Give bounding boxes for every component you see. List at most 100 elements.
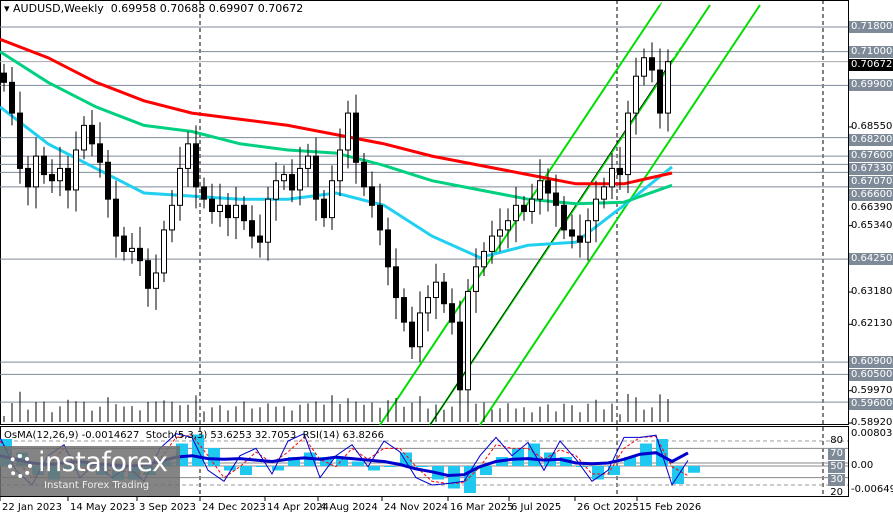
open-value: 0.69958 <box>110 2 157 15</box>
candle-body <box>145 260 151 289</box>
price-level-label: 0.66600 <box>849 189 893 202</box>
candle-body <box>353 112 359 163</box>
date-tick-label: 24 Dec 2023 <box>202 502 266 513</box>
candle-body <box>393 266 399 299</box>
candle-body <box>97 143 103 163</box>
price-level-label: 0.60500 <box>849 369 893 382</box>
indicator-level-label: 80 <box>830 435 843 447</box>
candle-body <box>337 149 343 182</box>
candle-body <box>417 312 423 348</box>
candle-body <box>585 220 591 243</box>
candle-body <box>233 204 239 219</box>
osma-bar <box>416 466 428 467</box>
osma-bar <box>224 466 236 471</box>
indicator-level-label: 20 <box>830 487 843 499</box>
regression-extension-line <box>671 19 701 61</box>
osma-bar <box>336 457 348 466</box>
osma-bar <box>240 466 252 475</box>
price-level-label: 0.68200 <box>849 133 893 146</box>
candle-body <box>9 81 15 114</box>
candle-body <box>265 198 271 243</box>
candle-body <box>529 198 535 212</box>
candle-body <box>441 281 447 305</box>
candle-body <box>185 143 191 169</box>
date-tick-label: 16 Mar 2025 <box>450 502 514 513</box>
osma-bar <box>576 466 588 467</box>
ma-fast-line <box>0 105 673 260</box>
date-tick-label: 22 Jan 2023 <box>2 502 62 513</box>
candle-body <box>345 112 351 151</box>
logo-gear-icon <box>8 454 32 478</box>
osma-bar <box>592 466 604 480</box>
stoch-label: Stoch(5,3,3) 53.6253 32.7053 <box>145 430 297 441</box>
price-level-label: 0.67070 <box>849 176 893 189</box>
close-value: 0.70672 <box>257 2 304 15</box>
price-level-label: 0.60900 <box>849 356 893 369</box>
candle-body <box>401 297 407 323</box>
candle-body <box>513 204 519 222</box>
date-tick-label: 14 May 2023 <box>70 502 136 513</box>
price-tick-label: 0.58920 <box>851 417 893 428</box>
date-tick-label: 15 Feb 2026 <box>639 502 702 513</box>
osma-bar <box>368 466 380 471</box>
candle-body <box>121 235 127 252</box>
candle-body <box>281 174 287 182</box>
candle-body <box>665 61 671 114</box>
price-level-label: 0.67600 <box>849 150 893 163</box>
main-pane-frame <box>0 0 849 425</box>
osma-bar <box>272 466 284 471</box>
candle-body <box>641 57 647 77</box>
candle-body <box>161 229 167 274</box>
osma-bar <box>480 466 492 475</box>
price-level-label: 0.64250 <box>849 253 893 266</box>
candle-body <box>201 186 207 200</box>
candle-body <box>153 272 159 289</box>
candle-body <box>577 235 583 243</box>
indicator-max-label: 0.0080333 <box>851 428 893 439</box>
price-level-label: 0.71800 <box>849 21 893 33</box>
candle-body <box>305 155 311 169</box>
current-price-label: 0.70672 <box>849 58 893 71</box>
candle-body <box>545 180 551 194</box>
symbol-label: AUDUSD,Weekly <box>13 2 104 15</box>
ma-slow-line <box>0 37 673 186</box>
candle-body <box>1 72 7 83</box>
date-tick-label: 14 Apr 2024 <box>267 502 329 513</box>
candle-body <box>385 229 391 268</box>
osma-bar <box>688 466 700 473</box>
price-tick-label: 0.62130 <box>851 318 893 330</box>
low-value: 0.69907 <box>208 2 255 15</box>
high-value: 0.70683 <box>159 2 206 15</box>
osma-bar <box>512 448 524 466</box>
chart-title: ▾ AUDUSD,Weekly 0.69958 0.70683 0.69907 … <box>4 2 304 15</box>
candle-body <box>657 69 663 114</box>
osma-bar <box>208 448 220 466</box>
candle-body <box>257 235 263 243</box>
candle-body <box>329 180 335 219</box>
watermark-tagline: Instant Forex Trading <box>44 480 150 491</box>
osma-bar <box>320 457 332 466</box>
candle-body <box>481 250 487 268</box>
date-tick-label: 3 Sep 2023 <box>139 502 197 513</box>
osma-bar <box>256 466 268 467</box>
candle-body <box>113 198 119 237</box>
candle-body <box>457 321 463 391</box>
candle-body <box>17 112 23 169</box>
candle-body <box>249 220 255 237</box>
candle-body <box>273 180 279 200</box>
candle-body <box>193 143 199 188</box>
price-tick-label: 0.66390 <box>851 202 893 214</box>
price-level-label: 0.59600 <box>849 397 893 410</box>
price-tick-label: 0.68550 <box>851 120 893 132</box>
candle-body <box>89 124 95 145</box>
candle-body <box>169 204 175 231</box>
candle-body <box>473 266 479 292</box>
candle-body <box>129 247 135 252</box>
candle-body <box>137 247 143 262</box>
osma-bar <box>288 457 300 466</box>
date-tick-label: 26 Oct 2025 <box>577 502 639 513</box>
indicator-level-label: 50 <box>828 461 845 474</box>
candle-body <box>497 229 503 237</box>
indicator-title: OsMA(12,26,9) -0.0014627 Stoch(5,3,3) 53… <box>4 430 384 441</box>
